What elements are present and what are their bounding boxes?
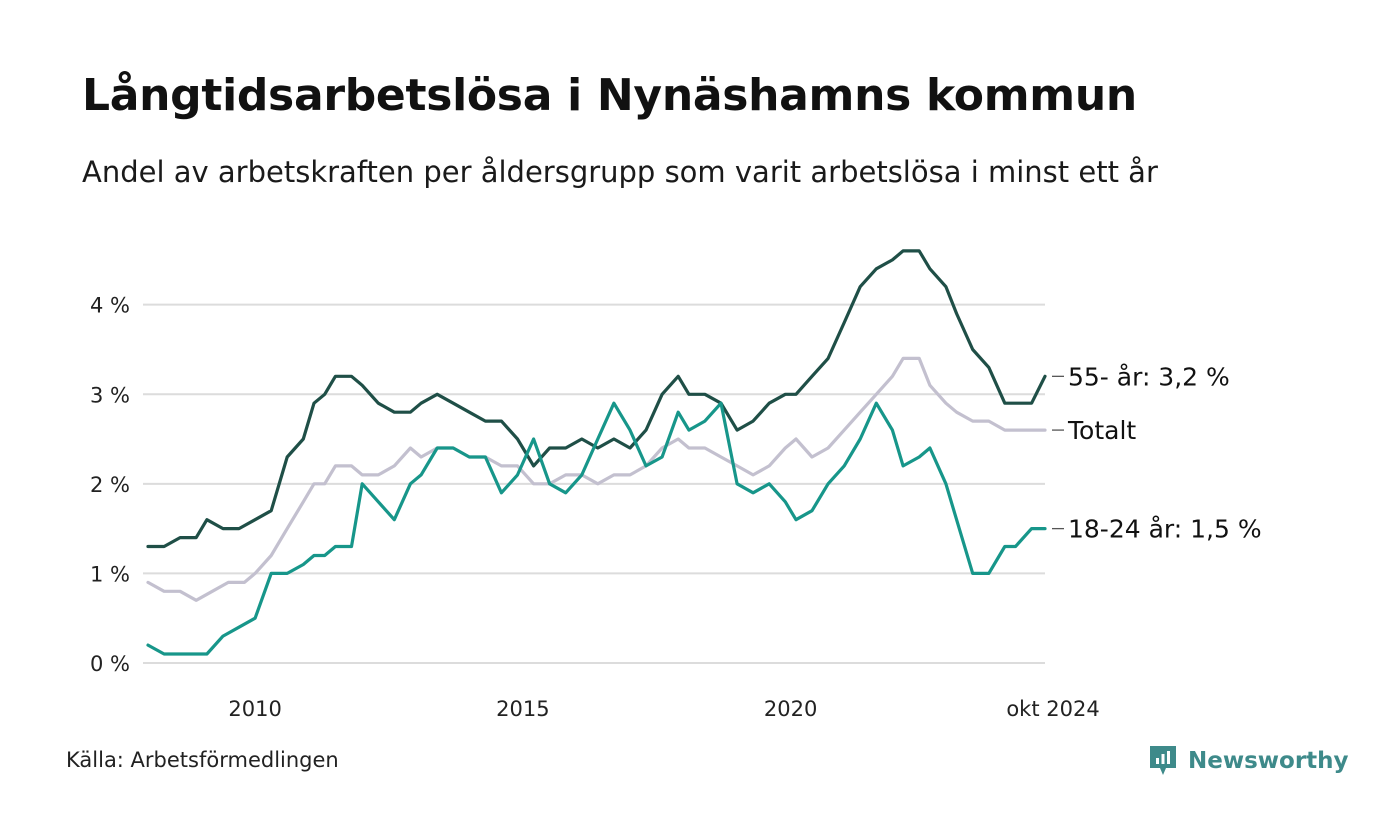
y-tick-label: 4 % bbox=[90, 294, 130, 318]
y-tick-label: 0 % bbox=[90, 652, 130, 676]
x-tick-label: 2020 bbox=[764, 697, 817, 721]
y-tick-label: 3 % bbox=[90, 383, 130, 407]
end-label-s55: 55- år: 3,2 % bbox=[1068, 362, 1230, 391]
chart-title: Långtidsarbetslösa i Nynäshamns kommun bbox=[82, 70, 1137, 121]
x-tick-label: 2010 bbox=[228, 697, 281, 721]
end-labels: Totalt 55- år: 3,2 % 18-24 år: 1,5 % bbox=[1052, 362, 1262, 544]
end-label-total: Totalt bbox=[1067, 416, 1136, 445]
source-note: Källa: Arbetsförmedlingen bbox=[66, 748, 339, 772]
y-axis-labels: 0 % 1 % 2 % 3 % 4 % bbox=[90, 294, 130, 676]
y-tick-label: 2 % bbox=[90, 473, 130, 497]
newsworthy-logo-icon bbox=[1150, 746, 1176, 775]
brand-logo: Newsworthy bbox=[1148, 744, 1349, 778]
end-label-s1824: 18-24 år: 1,5 % bbox=[1068, 515, 1262, 544]
chart-subtitle: Andel av arbetskraften per åldersgrupp s… bbox=[82, 155, 1158, 189]
series-line-s1824 bbox=[146, 401, 1047, 656]
x-tick-label: 2015 bbox=[496, 697, 549, 721]
grid-lines bbox=[143, 303, 1045, 664]
series-line-s55 bbox=[146, 249, 1047, 549]
series-lines bbox=[146, 249, 1047, 656]
brand-name: Newsworthy bbox=[1188, 748, 1349, 774]
x-tick-label: okt 2024 bbox=[1006, 697, 1099, 721]
x-axis-labels: 2010 2015 2020 okt 2024 bbox=[228, 697, 1099, 721]
series-line-total bbox=[146, 356, 1047, 602]
y-tick-label: 1 % bbox=[90, 562, 130, 586]
